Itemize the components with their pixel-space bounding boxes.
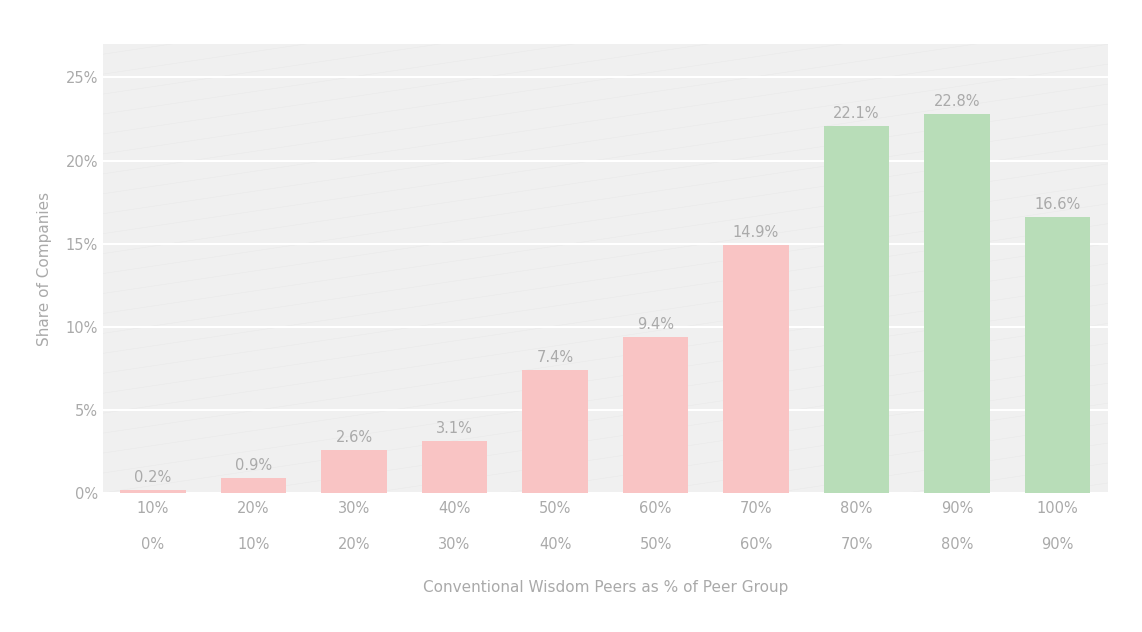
Text: 40%: 40%: [539, 537, 571, 552]
Bar: [723, 245, 789, 493]
Text: 50%: 50%: [640, 537, 671, 552]
Text: 20%: 20%: [338, 537, 370, 552]
Text: 2.6%: 2.6%: [336, 430, 372, 445]
Bar: [220, 478, 287, 493]
Text: 0%: 0%: [142, 537, 164, 552]
Bar: [622, 337, 689, 493]
Text: 0.9%: 0.9%: [235, 458, 272, 473]
Y-axis label: Share of Companies: Share of Companies: [37, 191, 51, 346]
Bar: [522, 370, 588, 493]
Text: 90%: 90%: [1042, 537, 1073, 552]
Bar: [1024, 217, 1091, 493]
Text: 10%: 10%: [238, 537, 270, 552]
Text: 60%: 60%: [740, 537, 772, 552]
Text: 14.9%: 14.9%: [733, 226, 779, 240]
Text: 3.1%: 3.1%: [436, 422, 473, 437]
Text: 70%: 70%: [841, 537, 872, 552]
Text: 80%: 80%: [941, 537, 973, 552]
Bar: [321, 450, 387, 493]
Text: 30%: 30%: [439, 537, 471, 552]
Text: 9.4%: 9.4%: [637, 317, 674, 332]
Bar: [421, 441, 488, 493]
Bar: [823, 126, 890, 493]
Text: 22.1%: 22.1%: [834, 106, 879, 121]
Bar: [924, 114, 990, 493]
Text: 0.2%: 0.2%: [135, 470, 171, 485]
Text: 7.4%: 7.4%: [537, 350, 573, 365]
Text: 22.8%: 22.8%: [934, 94, 980, 109]
Text: 16.6%: 16.6%: [1035, 197, 1080, 212]
Bar: [120, 490, 186, 493]
X-axis label: Conventional Wisdom Peers as % of Peer Group: Conventional Wisdom Peers as % of Peer G…: [423, 580, 788, 595]
